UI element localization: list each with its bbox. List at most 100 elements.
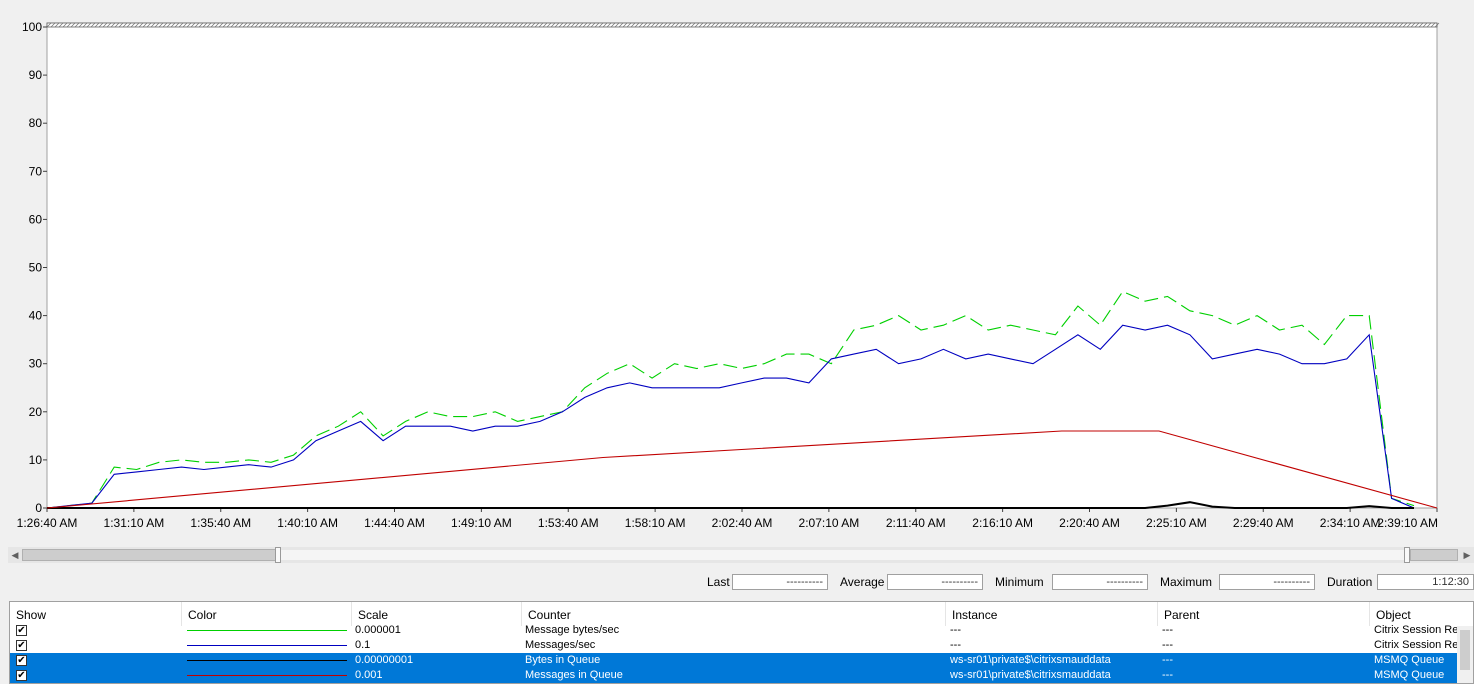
y-tick-label: 70 [29,164,43,178]
legend-scroll-thumb[interactable] [1460,630,1470,670]
hatch-stroke [454,22,460,28]
x-tick-label: 1:58:10 AM [625,516,686,530]
scroll-start-handle[interactable] [275,547,281,563]
hatch-stroke [858,22,864,28]
hatch-stroke [918,22,924,28]
hatch-stroke [214,22,220,28]
show-checkbox[interactable]: ✔ [16,655,27,666]
show-checkbox[interactable]: ✔ [16,625,27,636]
hatch-stroke [142,22,148,28]
hatch-stroke [1386,22,1392,28]
legend-vertical-scrollbar[interactable] [1457,626,1473,683]
hatch-stroke [830,22,836,28]
hatch-stroke [1310,22,1316,28]
series-line-message-bytes-sec [46,290,1415,509]
hatch-stroke [206,22,212,28]
hatch-stroke [1154,22,1160,28]
legend-row[interactable]: ✔ 0.000001 Message bytes/sec --- --- Cit… [10,623,1457,638]
hatch-stroke [386,22,392,28]
hatch-stroke [1294,22,1300,28]
scroll-right-arrow-icon[interactable]: ▶ [1463,550,1471,560]
series-color-swatch [187,630,347,631]
hatch-stroke [538,22,544,28]
hatch-stroke [850,22,856,28]
hatch-stroke [422,22,428,28]
column-header-color[interactable]: Color [182,602,352,626]
hatch-stroke [530,22,536,28]
hatch-stroke [890,22,896,28]
hatch-stroke [570,22,576,28]
hatch-stroke [498,22,504,28]
column-header-parent[interactable]: Parent [1158,602,1370,626]
y-tick-label: 50 [29,261,43,275]
hatch-stroke [486,22,492,28]
hatch-stroke [1186,22,1192,28]
hatch-stroke [506,22,512,28]
scale-cell: 0.001 [355,669,383,681]
hatch-stroke [1038,22,1044,28]
time-scrollbar[interactable]: ◀ ▶ [8,547,1474,563]
hatch-stroke [246,22,252,28]
hatch-stroke [966,22,972,28]
legend-row[interactable]: ✔ 0.00000001 Bytes in Queue ws-sr01\priv… [10,653,1457,668]
hatch-stroke [114,22,120,28]
column-header-instance[interactable]: Instance [946,602,1158,626]
hatch-stroke [1010,22,1016,28]
column-header-show[interactable]: Show [10,602,182,626]
hatch-stroke [418,22,424,28]
hatch-stroke [1134,22,1140,28]
parent-cell: --- [1162,654,1173,666]
show-checkbox[interactable]: ✔ [16,640,27,651]
hatch-stroke [698,22,704,28]
hatch-stroke [330,22,336,28]
counter-legend-table: Show Color Scale Counter Instance Parent… [9,601,1474,684]
scroll-track[interactable] [22,550,1456,560]
hatch-stroke [706,22,712,28]
hatch-stroke [814,22,820,28]
hatch-stroke [466,22,472,28]
show-checkbox[interactable]: ✔ [16,670,27,681]
hatch-stroke [274,22,280,28]
hatch-stroke [1198,22,1204,28]
hatch-stroke [714,22,720,28]
column-header-object[interactable]: Object [1370,602,1473,626]
hatch-stroke [638,22,644,28]
hatch-stroke [1158,22,1164,28]
hatch-stroke [686,22,692,28]
hatch-stroke [350,22,356,28]
hatch-stroke [842,22,848,28]
hatch-stroke [354,22,360,28]
scale-cell: 0.00000001 [355,654,414,666]
hatch-stroke [74,22,80,28]
hatch-stroke [1070,22,1076,28]
legend-row[interactable]: ✔ 0.1 Messages/sec --- --- Citrix Sessio… [10,638,1457,653]
hatch-stroke [242,22,248,28]
hatch-stroke [630,22,636,28]
hatch-stroke [86,22,92,28]
hatch-stroke [1390,22,1396,28]
hatch-stroke [1298,22,1304,28]
hatch-stroke [266,22,272,28]
hatch-stroke [1094,22,1100,28]
hatch-stroke [458,22,464,28]
hatch-stroke [138,22,144,28]
hatch-stroke [822,22,828,28]
hatch-stroke [1006,22,1012,28]
hatch-stroke [1146,22,1152,28]
hatch-stroke [438,22,444,28]
legend-row[interactable]: ✔ 0.001 Messages in Queue ws-sr01\privat… [10,668,1457,683]
hatch-stroke [710,22,716,28]
column-header-counter[interactable]: Counter [522,602,946,626]
hatch-stroke [1206,22,1212,28]
hatch-stroke [234,22,240,28]
column-header-scale[interactable]: Scale [352,602,522,626]
hatch-stroke [914,22,920,28]
hatch-stroke [602,22,608,28]
hatch-stroke [930,22,936,28]
hatch-stroke [806,22,812,28]
hatch-stroke [1074,22,1080,28]
scroll-end-handle[interactable] [1404,547,1410,563]
hatch-stroke [1114,22,1120,28]
hatch-stroke [1086,22,1092,28]
scroll-left-arrow-icon[interactable]: ◀ [11,550,19,560]
